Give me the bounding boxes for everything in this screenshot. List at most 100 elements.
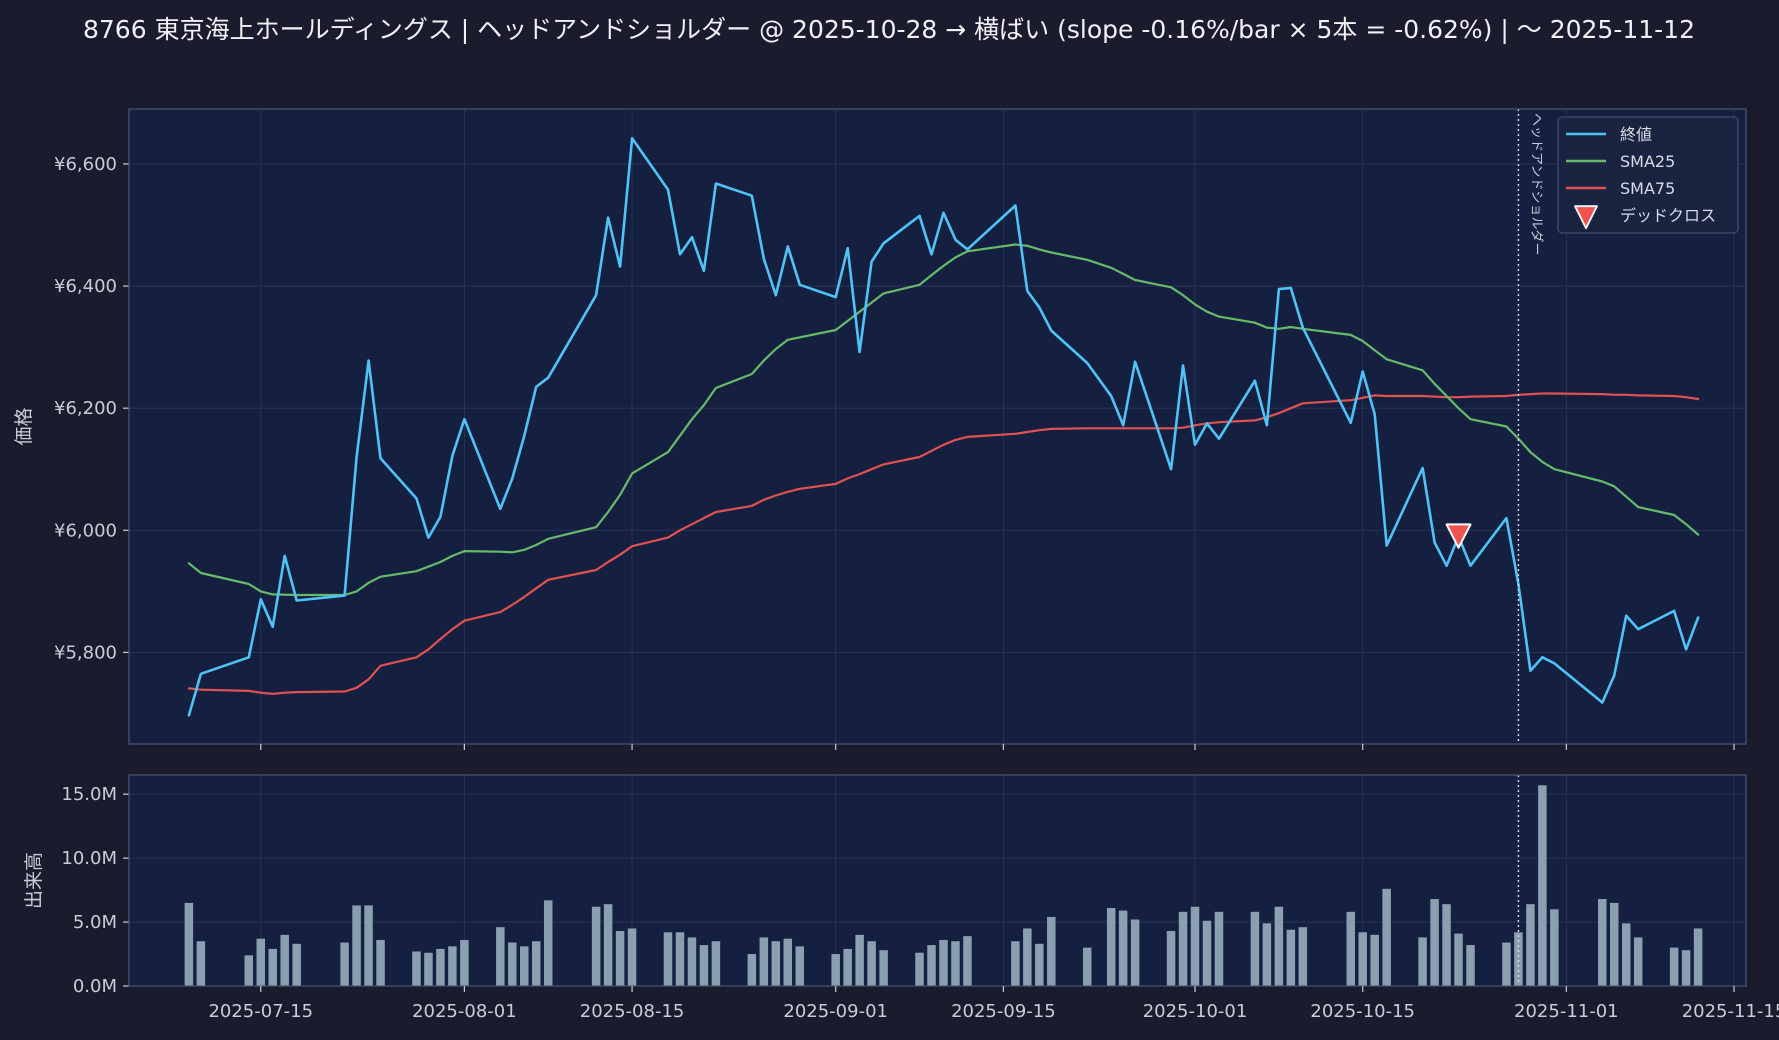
volume-bar <box>795 946 805 986</box>
chart-title: 8766 東京海上ホールディングス | ヘッドアンドショルダー @ 2025-1… <box>83 15 1695 44</box>
x-tick-label: 2025-08-01 <box>412 1001 517 1022</box>
volume-bar <box>915 952 924 986</box>
price-y-tick-label: ¥6,600 <box>54 154 117 175</box>
volume-bar <box>939 939 948 986</box>
volume-bar <box>615 931 625 986</box>
volume-y-axis-label: 出来高 <box>23 852 45 909</box>
volume-bar <box>1669 947 1679 986</box>
volume-bar <box>951 941 960 986</box>
volume-bar <box>1693 928 1703 986</box>
volume-bar <box>627 928 637 986</box>
legend-label: SMA25 <box>1620 152 1675 171</box>
volume-bar <box>1202 920 1212 986</box>
volume-bar <box>424 952 433 986</box>
volume-y-tick-label: 5.0M <box>73 912 117 933</box>
volume-bar <box>687 937 697 986</box>
volume-bar <box>1514 932 1523 986</box>
volume-bar <box>1454 933 1463 986</box>
volume-bars <box>184 785 1703 986</box>
volume-bar <box>747 954 757 986</box>
volume-bar <box>1035 943 1044 986</box>
price-panel: ¥5,800 ¥6,000 ¥6,200 ¥6,400 ¥6,600 ヘッドアンドショル… <box>13 108 1747 745</box>
volume-bar <box>1681 950 1691 986</box>
volume-bar <box>1011 941 1020 986</box>
x-axis: 2025-07-15 2025-08-01 2025-08-15 2025-09-01… <box>208 744 1779 1022</box>
volume-bar <box>1166 931 1176 986</box>
volume-bar <box>244 955 254 986</box>
volume-bar <box>675 932 685 986</box>
volume-bar <box>1358 932 1367 986</box>
volume-bar <box>1550 909 1559 986</box>
price-panel-background <box>129 109 1746 744</box>
volume-bar <box>831 954 840 986</box>
volume-bar <box>531 941 541 986</box>
volume-bar <box>436 948 445 986</box>
volume-bar <box>711 941 721 986</box>
volume-bar <box>1082 947 1092 986</box>
x-tick-label: 2025-08-15 <box>580 1001 685 1022</box>
volume-bar <box>1130 919 1140 986</box>
volume-bar <box>196 941 206 986</box>
volume-bar <box>663 932 673 986</box>
volume-panel-frame <box>128 774 1747 987</box>
price-y-tick-label: ¥6,400 <box>54 276 117 297</box>
volume-bar <box>376 939 385 986</box>
volume-panel: 0.0M 5.0M 10.0M 15.0M 出来高 <box>23 774 1747 997</box>
price-y-tick-label: ¥5,800 <box>54 642 117 663</box>
series-line-終値 <box>187 137 1700 717</box>
volume-bar <box>1538 785 1547 986</box>
volume-bar <box>1430 899 1439 986</box>
volume-bar <box>1609 902 1619 986</box>
volume-bar <box>1118 910 1128 986</box>
volume-bar <box>543 900 553 986</box>
volume-bar <box>184 902 194 986</box>
volume-bar <box>256 938 266 986</box>
price-y-tick-label: ¥6,200 <box>54 398 117 419</box>
volume-bar <box>280 934 289 986</box>
dead-cross-marker <box>1445 523 1472 549</box>
volume-bar <box>843 948 852 986</box>
volume-bar <box>1598 899 1607 986</box>
volume-bar <box>1526 904 1535 986</box>
x-tick-label: 2025-11-15 <box>1682 1001 1779 1022</box>
legend-box <box>1557 116 1739 234</box>
x-tick-label: 2025-07-15 <box>208 1001 313 1022</box>
volume-bar <box>508 942 517 986</box>
volume-bar <box>759 937 769 986</box>
x-tick-label: 2025-10-01 <box>1143 1001 1248 1022</box>
volume-bar <box>867 941 876 986</box>
volume-bar <box>1023 928 1032 986</box>
volume-bar <box>448 946 457 986</box>
legend-marker-swatch <box>1574 205 1598 230</box>
volume-bar <box>292 943 301 986</box>
volume-bar <box>1418 937 1427 986</box>
volume-bar <box>1106 907 1116 986</box>
pattern-label: ヘッドアンドショルダー <box>1528 113 1543 255</box>
volume-bar <box>1286 929 1296 986</box>
volume-y-tick-label: 15.0M <box>61 784 117 805</box>
x-tick-label: 2025-11-01 <box>1514 1001 1619 1022</box>
x-tick-label: 2025-10-15 <box>1310 1001 1415 1022</box>
volume-bar <box>520 946 529 986</box>
volume-bar <box>364 905 373 986</box>
volume-bar <box>1178 911 1188 986</box>
volume-bar <box>699 945 709 986</box>
legend: 終値 SMA25 SMA75 デッドクロス <box>1557 116 1739 234</box>
volume-bar <box>268 948 277 986</box>
legend-label: 終値 <box>1620 125 1652 144</box>
volume-bar <box>855 934 864 986</box>
volume-bar <box>496 927 505 986</box>
volume-bar <box>1382 888 1391 986</box>
volume-bar <box>1370 934 1379 986</box>
x-tick-label: 2025-09-01 <box>783 1001 888 1022</box>
volume-bar <box>1298 927 1308 986</box>
volume-bar <box>412 951 421 986</box>
volume-bar <box>1502 942 1511 986</box>
pattern-vline: ヘッドアンドショルダー <box>1517 109 1543 744</box>
volume-bar <box>1190 906 1200 986</box>
volume-bar <box>771 941 781 986</box>
price-y-axis-label: 価格 <box>13 407 35 445</box>
volume-bar <box>1466 945 1475 986</box>
